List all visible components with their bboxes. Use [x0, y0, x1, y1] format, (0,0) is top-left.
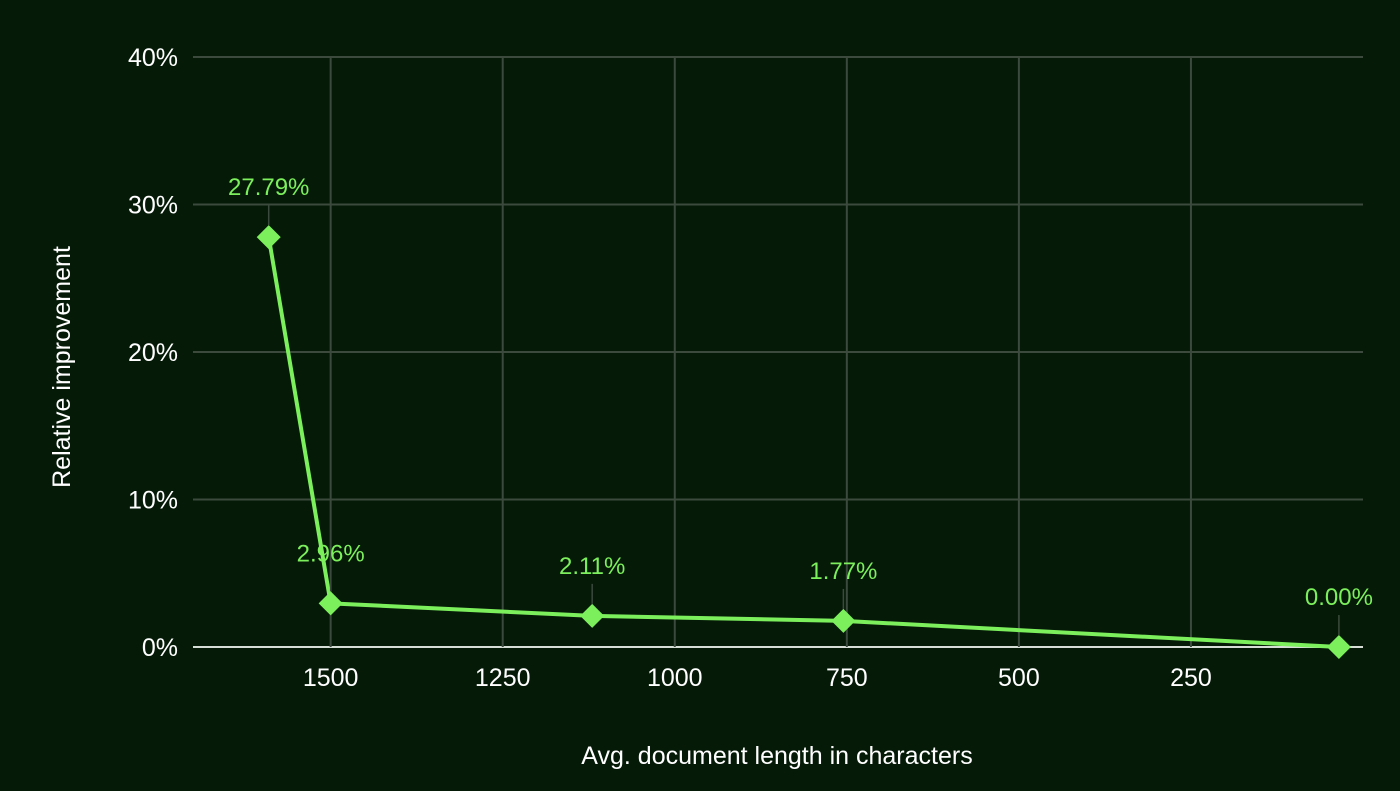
data-label: 27.79%: [228, 174, 309, 201]
x-axis-ticks: 1500 1250 1000 750 500 250: [303, 664, 1212, 692]
x-tick-label: 1500: [303, 664, 359, 692]
data-point-marker: [318, 591, 343, 616]
y-tick-label: 0%: [142, 634, 178, 662]
y-tick-label: 30%: [128, 192, 178, 220]
y-tick-label: 40%: [128, 44, 178, 72]
data-point-marker: [831, 608, 856, 633]
y-axis-title: Relative improvement: [48, 246, 76, 488]
x-tick-label: 1000: [647, 664, 703, 692]
x-tick-label: 1250: [475, 664, 531, 692]
series-line: [266, 236, 1340, 649]
data-label: 2.11%: [559, 553, 625, 580]
data-label: 0.00%: [1305, 584, 1373, 611]
data-label: 2.96%: [297, 540, 365, 567]
x-tick-label: 250: [1170, 664, 1212, 692]
series-group: 27.79% 2.96% 2.11% 1.77% 0.00%: [228, 174, 1373, 659]
grid-lines: [193, 56, 1363, 648]
data-label: 1.77%: [809, 558, 877, 585]
y-tick-label: 10%: [128, 487, 178, 515]
x-axis-title: Avg. document length in characters: [581, 742, 972, 770]
y-tick-label: 20%: [128, 339, 178, 367]
data-point-marker: [1326, 635, 1351, 659]
data-point-marker: [580, 603, 605, 628]
x-tick-label: 500: [998, 664, 1040, 692]
y-axis-ticks: 0% 10% 20% 30% 40%: [128, 44, 178, 662]
data-point-marker: [256, 225, 281, 250]
x-tick-label: 750: [826, 664, 868, 692]
